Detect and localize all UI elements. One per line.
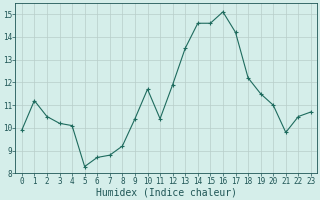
X-axis label: Humidex (Indice chaleur): Humidex (Indice chaleur) <box>96 187 237 197</box>
